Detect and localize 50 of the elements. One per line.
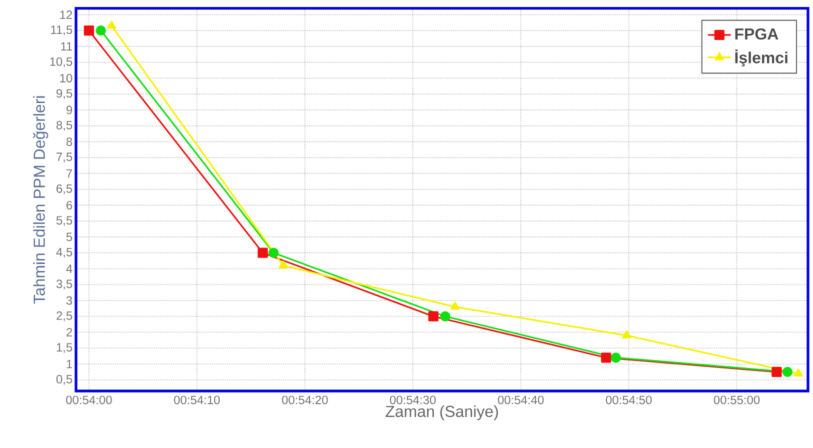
y-tick-label: 8,5: [56, 120, 72, 131]
point: [84, 25, 94, 36]
point: [601, 352, 612, 363]
x-axis-title: Zaman (Saniye): [386, 405, 498, 420]
x-tick-label: 00:54:10: [174, 396, 220, 404]
point: [278, 260, 288, 268]
point: [440, 311, 450, 322]
y-tick-label: 1: [66, 360, 72, 368]
y-tick-label: 4: [66, 264, 72, 273]
point: [782, 366, 793, 377]
x-tick-label: 00:54:40: [498, 396, 544, 404]
point: [794, 368, 803, 376]
y-tick-label: 3,5: [56, 280, 72, 290]
legend-label: FPGA: [735, 28, 778, 40]
point: [268, 248, 279, 258]
point: [96, 25, 106, 36]
y-tick-label: 0,5: [56, 374, 72, 385]
x-tick-label: 00:54:50: [606, 396, 652, 404]
y-tick-label: 9,5: [56, 89, 72, 100]
point: [258, 248, 268, 258]
y-tick-label: 2: [66, 328, 72, 336]
point: [622, 330, 632, 338]
y-tick-label: 11: [61, 42, 72, 51]
y-tick-label: 5,5: [56, 216, 72, 226]
point: [450, 302, 460, 310]
y-tick-label: 7: [66, 169, 72, 178]
y-tick-label: 6,5: [56, 184, 72, 194]
y-axis-title: Tahmin Edilen PPM Değerleri: [33, 96, 48, 304]
x-tick-label: 00:55:00: [714, 396, 760, 404]
y-tick-label: 7,5: [56, 152, 72, 162]
y-tick-label: 6: [66, 200, 72, 210]
y-tick-label: 12: [60, 10, 72, 19]
y-tick-label: 1,5: [56, 343, 72, 353]
point: [610, 352, 621, 363]
legend-label: İşlemci: [735, 50, 788, 67]
y-tick-label: 2,5: [56, 311, 72, 322]
y-tick-label: 4,5: [56, 248, 72, 258]
point: [107, 20, 116, 29]
y-tick-label: 9: [66, 106, 72, 114]
y-tick-label: 3: [66, 296, 72, 305]
y-tick-label: 10,5: [50, 57, 72, 68]
x-tick-label: 00:54:00: [66, 396, 112, 404]
y-tick-label: 8: [66, 137, 72, 146]
y-tick-label: 5: [66, 232, 72, 242]
x-tick-label: 00:54:20: [282, 396, 328, 404]
point: [428, 311, 438, 322]
y-tick-label: 10: [60, 74, 72, 82]
y-tick-label: 11,5: [51, 26, 72, 36]
point: [772, 366, 782, 377]
x-tick-label: 00:54:30: [390, 396, 436, 404]
